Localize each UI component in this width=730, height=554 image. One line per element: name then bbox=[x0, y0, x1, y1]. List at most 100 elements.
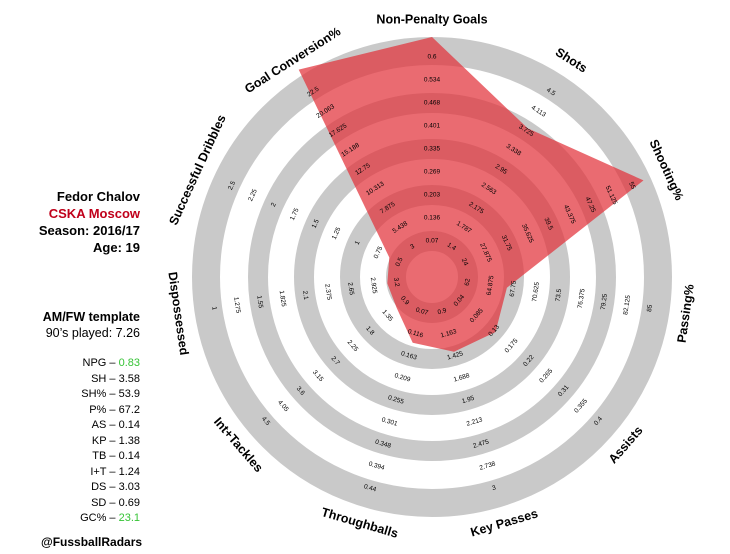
tick-label: 4.5 bbox=[545, 87, 557, 98]
tick-label: 0.265 bbox=[538, 367, 554, 384]
tick-label: 0.9 bbox=[399, 295, 410, 307]
stat-value: 0.14 bbox=[118, 419, 140, 431]
stat-label: I+T bbox=[90, 465, 107, 478]
player-info: Fedor Chalov CSKA Moscow Season: 2016/17… bbox=[39, 188, 140, 256]
tick-label: 0.9 bbox=[437, 307, 448, 316]
tick-label: 3.2 bbox=[392, 277, 400, 287]
stat-value: 53.9 bbox=[118, 388, 140, 400]
tick-label: 62 bbox=[464, 278, 472, 287]
axis-label: Shots bbox=[553, 45, 590, 76]
age-label: Age: 19 bbox=[93, 240, 140, 255]
tick-label: 1.5 bbox=[311, 218, 321, 229]
template-label: AM/FW template bbox=[42, 310, 140, 324]
stat-value: 23.1 bbox=[118, 512, 140, 524]
stat-row: SH – 3.58 bbox=[91, 372, 140, 385]
tick-label: 4.05 bbox=[276, 399, 290, 413]
stat-row: DS – 3.03 bbox=[91, 481, 140, 493]
tick-label: 24 bbox=[460, 257, 470, 267]
tick-label: 4.113 bbox=[530, 104, 547, 119]
stat-row: TB – 0.14 bbox=[92, 450, 140, 462]
tick-label: 0.07 bbox=[415, 307, 429, 317]
tick-label: 1.55 bbox=[255, 295, 264, 309]
tick-label: 0.348 bbox=[374, 439, 392, 450]
stat-label: SH% bbox=[81, 388, 107, 400]
axis-label: Passing% bbox=[675, 283, 697, 343]
tick-label: 0.534 bbox=[424, 77, 441, 84]
tick-label: 0.355 bbox=[573, 397, 589, 414]
tick-label: 2.1 bbox=[301, 290, 309, 300]
tick-label: 1.35 bbox=[380, 309, 394, 323]
tick-label: 4.5 bbox=[260, 416, 271, 428]
tick-label: 0.209 bbox=[394, 372, 412, 383]
season-label: Season: 2016/17 bbox=[38, 223, 140, 238]
tick-label: 1.8 bbox=[364, 325, 375, 337]
tick-label: 64.875 bbox=[486, 275, 496, 296]
tick-label: 0.116 bbox=[407, 328, 424, 339]
stat-row: AS – 0.14 bbox=[91, 419, 140, 431]
tick-label: 1.425 bbox=[446, 350, 464, 361]
tick-label: 1.163 bbox=[440, 328, 458, 339]
credit: @FussballRadars bbox=[41, 535, 143, 549]
tick-label: 0.07 bbox=[426, 238, 439, 245]
tick-label: 1 bbox=[210, 306, 217, 311]
tick-label: 0.4 bbox=[593, 415, 604, 427]
tick-label: 2.213 bbox=[466, 416, 484, 427]
tick-label: 76.375 bbox=[577, 288, 587, 309]
tick-label: 2.475 bbox=[472, 438, 490, 449]
stat-label: AS bbox=[91, 419, 107, 431]
stat-label: GC% bbox=[80, 512, 107, 524]
stat-value: 0.14 bbox=[118, 450, 140, 462]
stat-label: SH bbox=[91, 372, 107, 385]
tick-label: 0.301 bbox=[381, 416, 399, 427]
stat-value: 1.24 bbox=[118, 465, 140, 478]
tick-label: 55 bbox=[627, 181, 637, 191]
stat-label: P% bbox=[89, 403, 107, 416]
tick-label: 0.203 bbox=[424, 192, 441, 199]
stat-value: 0.69 bbox=[118, 496, 140, 509]
tick-label: 2.25 bbox=[247, 188, 259, 203]
team-name: CSKA Moscow bbox=[48, 206, 140, 221]
stat-label: SD bbox=[91, 496, 107, 509]
stat-label: DS bbox=[91, 481, 107, 493]
tick-label: 70.625 bbox=[531, 281, 541, 302]
radar-shape bbox=[298, 37, 644, 352]
tick-label: 1 bbox=[354, 240, 362, 247]
tick-label: 0.468 bbox=[424, 100, 441, 107]
tick-label: 1.4 bbox=[446, 241, 458, 252]
tick-label: 1.825 bbox=[278, 290, 287, 307]
tick-label: 2.375 bbox=[323, 283, 332, 300]
tick-label: 73.5 bbox=[555, 288, 564, 302]
stat-row: NPG – 0.83 bbox=[82, 357, 141, 369]
tick-label: 82.125 bbox=[622, 294, 632, 315]
tick-label: 2 bbox=[270, 201, 278, 208]
tick-label: 2.7 bbox=[330, 355, 341, 367]
tick-label: 0.269 bbox=[424, 169, 441, 176]
tick-label: 0.136 bbox=[424, 215, 441, 222]
axis-label: Non-Penalty Goals bbox=[376, 12, 487, 26]
tick-label: 1.688 bbox=[453, 372, 471, 383]
stat-value: 3.03 bbox=[118, 481, 140, 493]
stat-row: KP – 1.38 bbox=[91, 434, 140, 447]
stat-label: NPG bbox=[82, 357, 107, 369]
stat-value: 0.83 bbox=[118, 357, 140, 369]
tick-label: 0.6 bbox=[427, 54, 436, 61]
stat-value: 3.58 bbox=[118, 372, 140, 385]
stat-value: 67.2 bbox=[118, 403, 140, 416]
tick-label: 0.255 bbox=[387, 394, 405, 405]
tick-label: 2.25 bbox=[346, 339, 360, 353]
tick-label: 79.25 bbox=[600, 293, 609, 310]
stat-row: GC% – 23.1 bbox=[80, 512, 140, 524]
tick-label: 0.175 bbox=[504, 337, 520, 354]
tick-label: 1.95 bbox=[461, 395, 475, 405]
stat-label: TB bbox=[92, 450, 107, 462]
tick-label: 0.44 bbox=[363, 483, 377, 493]
tick-label: 2.738 bbox=[479, 460, 497, 471]
tick-label: 0.401 bbox=[424, 123, 441, 130]
player-shape bbox=[298, 37, 644, 352]
tick-label: 2.925 bbox=[369, 277, 378, 294]
stat-row: P% – 67.2 bbox=[89, 403, 140, 416]
tick-label: 0.335 bbox=[424, 146, 441, 153]
tick-label: 1.25 bbox=[331, 226, 343, 241]
stat-value: 1.38 bbox=[118, 434, 140, 447]
